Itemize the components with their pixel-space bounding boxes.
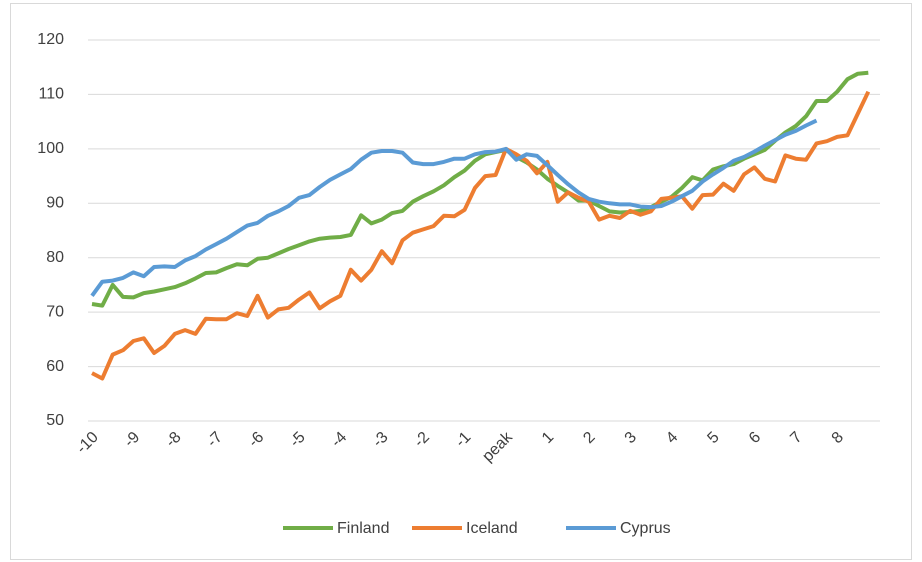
- y-tick-label: 120: [37, 31, 64, 48]
- series-line: [91, 90, 871, 381]
- chart-border: [10, 3, 912, 560]
- series-line: [90, 118, 818, 297]
- y-tick-label: 60: [46, 358, 64, 375]
- y-tick-label: 90: [46, 195, 64, 212]
- legend-label: Iceland: [466, 520, 518, 537]
- y-tick-label: 100: [37, 140, 64, 157]
- y-tick-label: 110: [38, 86, 64, 103]
- y-tick-label: 50: [46, 412, 64, 429]
- y-tick-label: 70: [46, 303, 64, 320]
- series-line: [91, 70, 869, 308]
- legend-label: Finland: [337, 520, 389, 537]
- y-tick-label: 80: [46, 249, 64, 266]
- legend-label: Cyprus: [620, 520, 671, 537]
